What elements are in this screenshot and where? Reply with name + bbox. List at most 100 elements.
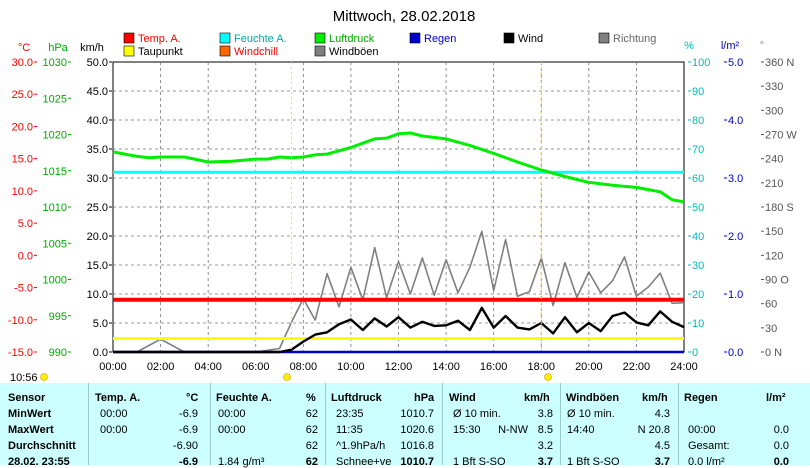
tick-x: 00:00 [99,361,127,373]
row-temp-value: -6.9 [179,456,198,468]
row-rain-value: 0.0 [773,424,789,436]
axis-title-wind: km/h [80,42,104,54]
row-rain-time: 0.0 l/m² [688,456,725,468]
tick-rain: 0.0 [728,347,743,359]
legend-swatch [123,45,135,57]
tick-wind: 50.0 [87,57,108,69]
row-wind-value: 3.7 [537,456,553,468]
statistics-table: Sensor Temp. A. °C Feuchte A. % Luftdruc… [0,383,810,468]
tick-direction: 0 N [765,347,782,359]
legend-label: Richtung [613,33,656,45]
tick-direction: 300 [765,105,783,117]
axis-title-rain: l/m² [721,40,740,52]
tick-x: 20:00 [575,361,603,373]
tick-temp: 30.0 [12,57,33,69]
row-temp-time: 00:00 [100,424,128,436]
tick-humidity: 100 [692,57,710,69]
tick-direction: 270 W [765,130,797,142]
row-wind-value: 3.2 [537,440,553,452]
tick-humidity: 10 [692,318,704,330]
header-humidity: Feuchte A. [216,392,272,404]
series-windb-en [113,230,685,353]
header-pressure-unit: hPa [414,392,435,404]
row-pressure-value: 1010.7 [400,408,434,420]
tick-x: 12:00 [385,361,413,373]
tick-humidity: 80 [692,115,704,127]
row-pressure-time: ^1.9hPa/h [336,440,386,452]
row-wind-time: 15:30 [453,424,481,436]
series-luftdruck [112,131,685,204]
legend-swatch [409,32,421,44]
tick-x: 10:00 [337,361,365,373]
row-rain-time: 00:00 [688,424,716,436]
tick-direction: 120 [765,250,783,262]
tick-direction: 30 [765,323,777,335]
row-humidity-time: 00:00 [218,424,246,436]
axis-title-temp: °C [18,42,30,54]
row-humidity-value: 62 [305,456,318,468]
row-rain-time: Gesamt: [688,440,730,452]
row-rain-value: 0.0 [773,440,789,452]
legend-swatch [219,45,231,57]
row-pressure-value: 1010.7 [400,456,434,468]
tick-wind: 5.0 [93,318,108,330]
row-label: 28.02. 23:55 [8,456,70,468]
tick-temp: 5.0 [18,218,33,230]
tick-humidity: 50 [692,202,704,214]
row-pressure-time: Schnee+ve [336,456,392,468]
tick-temp: 10.0 [12,186,33,198]
tick-direction: 360 N [765,57,794,69]
tick-pressure: 1005 [43,238,67,250]
tick-rain: 3.0 [728,173,743,185]
tick-rain: 2.0 [728,231,743,243]
tick-humidity: 40 [692,231,704,243]
row-gust-time: Ø 10 min. [567,408,615,420]
row-temp-value: -6.90 [172,440,198,452]
row-humidity-time: 00:00 [218,408,246,420]
tick-wind: 15.0 [87,260,108,272]
row-temp-value: -6.9 [179,424,198,436]
header-gust-unit: km/h [642,392,668,404]
tick-humidity: 20 [692,289,704,301]
legend-swatch [503,32,515,44]
row-label: Durchschnitt [8,440,76,452]
tick-pressure: 1015 [43,166,67,178]
legend-label: Wind [518,33,543,45]
tick-humidity: 60 [692,173,704,185]
tick-x: 06:00 [242,361,270,373]
sunrise-time-label: 10:56 [10,372,38,383]
tick-wind: 30.0 [87,173,108,185]
legend-label: Taupunkt [138,46,183,58]
tick-direction: 240 [765,154,783,166]
tick-direction: 60 [765,299,777,311]
tick-x: 14:00 [432,361,460,373]
row-pressure-value: 1020.6 [400,424,434,436]
tick-temp: -10.0 [8,315,33,327]
tick-rain: 1.0 [728,289,743,301]
tick-pressure: 1020 [43,130,67,142]
row-temp-time: 00:00 [100,408,128,420]
row-humidity-value: 62 [305,424,318,436]
header-wind: Wind [449,392,476,404]
series-wind [113,306,685,354]
tick-direction: 90 O [765,275,789,287]
tick-direction: 180 S [765,202,794,214]
tick-temp: 15.0 [12,154,33,166]
tick-pressure: 995 [49,311,67,323]
header-gust: Windböen [566,392,620,404]
tick-wind: 20.0 [87,231,108,243]
row-wind-time: Ø 10 min. [453,408,501,420]
tick-humidity: 30 [692,260,704,272]
tick-wind: 10.0 [87,289,108,301]
tick-pressure: 990 [49,347,67,359]
header-wind-unit: km/h [524,392,550,404]
header-temp-unit: °C [186,392,199,404]
tick-wind: 40.0 [87,115,108,127]
legend-swatch [314,45,326,57]
sun-marker [544,373,552,381]
axis-title-direction: ° [760,40,764,52]
tick-wind: 25.0 [87,202,108,214]
tick-pressure: 1010 [43,202,67,214]
header-sensor: Sensor [8,392,46,404]
legend-swatch [219,32,231,44]
